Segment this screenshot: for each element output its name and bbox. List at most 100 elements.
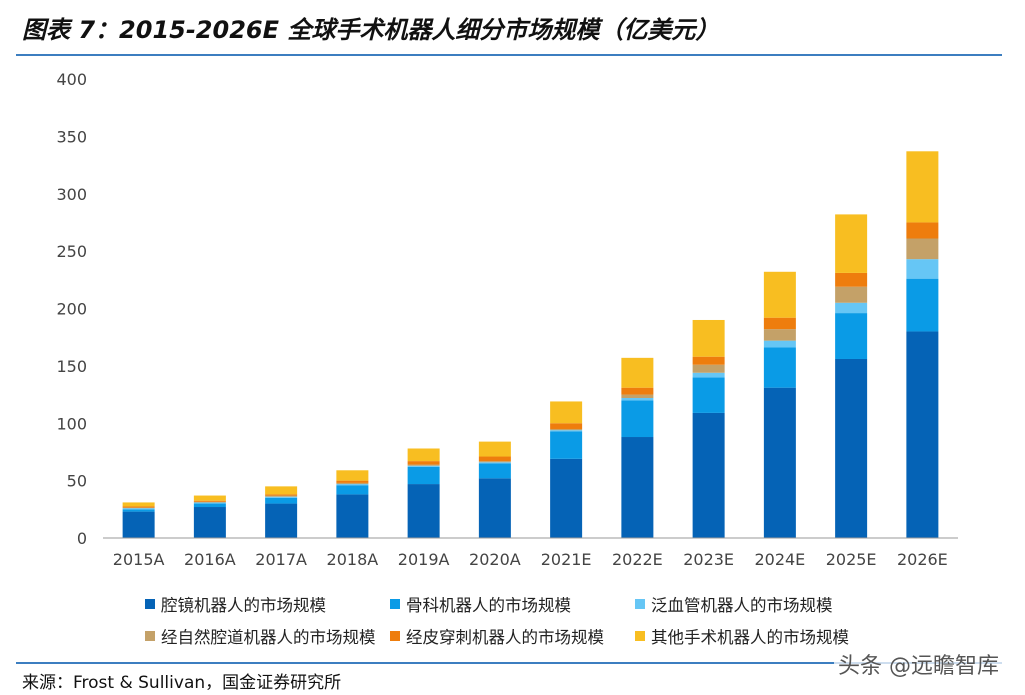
bar-segment bbox=[906, 259, 939, 279]
bar-segment bbox=[407, 484, 440, 538]
y-tick-label: 150 bbox=[56, 357, 87, 376]
legend-item-percutaneous: 经皮穿刺机器人的市场规模 bbox=[390, 624, 635, 648]
bar-segment bbox=[407, 448, 440, 462]
bar-segment bbox=[122, 511, 155, 538]
bar-segment bbox=[692, 412, 725, 538]
bar-segment bbox=[692, 364, 725, 373]
legend-item-laparoscopic: 腔镜机器人的市场规模 bbox=[145, 592, 390, 616]
x-tick-label: 2015A bbox=[113, 550, 165, 569]
bar-segment bbox=[407, 461, 440, 465]
x-tick-label: 2023E bbox=[683, 550, 734, 569]
bar-segment bbox=[193, 507, 226, 538]
legend-item-other: 其他手术机器人的市场规模 bbox=[635, 624, 849, 648]
y-tick-label: 100 bbox=[56, 414, 87, 433]
bar-segment bbox=[621, 394, 654, 399]
bar-segment bbox=[763, 387, 796, 538]
legend-row-2: 经自然腔道机器人的市场规模 经皮穿刺机器人的市场规模 其他手术机器人的市场规模 bbox=[145, 620, 905, 652]
legend-item-vascular: 泛血管机器人的市场规模 bbox=[635, 592, 833, 616]
bar-segment bbox=[193, 495, 226, 501]
bar-segment bbox=[692, 377, 725, 413]
bar-segment bbox=[265, 494, 298, 496]
bar-segment bbox=[835, 313, 868, 359]
y-tick-label: 300 bbox=[56, 185, 87, 204]
y-tick-label: 400 bbox=[56, 70, 87, 89]
bar-segment bbox=[906, 331, 939, 538]
footer-divider bbox=[16, 662, 1002, 664]
bar-segment bbox=[550, 458, 583, 538]
x-tick-label: 2019A bbox=[398, 550, 450, 569]
legend-label-other: 其他手术机器人的市场规模 bbox=[651, 628, 849, 647]
y-tick-label: 350 bbox=[56, 127, 87, 146]
bar-segment bbox=[122, 508, 155, 510]
bar-segment bbox=[550, 431, 583, 459]
bar-segment bbox=[122, 509, 155, 512]
legend-label-vascular: 泛血管机器人的市场规模 bbox=[651, 596, 833, 615]
y-tick-label: 0 bbox=[77, 529, 87, 548]
bar-segment bbox=[835, 358, 868, 538]
bar-segment bbox=[407, 464, 440, 466]
bar-segment bbox=[478, 462, 511, 464]
bar-segment bbox=[265, 503, 298, 538]
bar-segment bbox=[906, 278, 939, 332]
x-tick-label: 2020A bbox=[469, 550, 521, 569]
bar-segment bbox=[692, 372, 725, 378]
bar-segment bbox=[621, 398, 654, 401]
bar-segment bbox=[550, 428, 583, 431]
bar-segment bbox=[835, 302, 868, 314]
legend-item-natural-orifice: 经自然腔道机器人的市场规模 bbox=[145, 624, 390, 648]
x-tick-label: 2021E bbox=[541, 550, 592, 569]
bar-segment bbox=[122, 506, 155, 508]
x-tick-label: 2026E bbox=[897, 550, 948, 569]
bar-segment bbox=[265, 497, 298, 504]
x-tick-label: 2018A bbox=[327, 550, 379, 569]
legend-swatch-orthopedic bbox=[390, 599, 400, 609]
y-tick-label: 250 bbox=[56, 242, 87, 261]
bar-segment bbox=[763, 329, 796, 341]
bar-segment bbox=[621, 357, 654, 388]
bar-segment bbox=[407, 466, 440, 485]
bar-segment bbox=[621, 387, 654, 395]
legend-label-natural-orifice: 经自然腔道机器人的市场规模 bbox=[161, 628, 376, 647]
bar-segment bbox=[692, 319, 725, 357]
x-tick-label: 2017A bbox=[255, 550, 307, 569]
bar-segment bbox=[478, 441, 511, 457]
x-tick-label: 2024E bbox=[754, 550, 805, 569]
bar-segment bbox=[621, 437, 654, 538]
bar-segment bbox=[265, 495, 298, 497]
x-tick-label: 2025E bbox=[826, 550, 877, 569]
bar-segment bbox=[763, 271, 796, 318]
bar-segment bbox=[763, 347, 796, 388]
legend-label-laparoscopic: 腔镜机器人的市场规模 bbox=[161, 596, 326, 615]
bar-segment bbox=[122, 507, 155, 509]
legend: 腔镜机器人的市场规模 骨科机器人的市场规模 泛血管机器人的市场规模 经自然腔道机… bbox=[145, 588, 905, 652]
bar-segment bbox=[550, 430, 583, 432]
bar-segment bbox=[193, 500, 226, 502]
bar-segment bbox=[336, 484, 369, 486]
bar-segment bbox=[906, 151, 939, 223]
bar-segment bbox=[122, 502, 155, 507]
source-note: 来源：Frost & Sullivan，国金证券研究所 bbox=[22, 673, 342, 693]
x-tick-label: 2016A bbox=[184, 550, 236, 569]
legend-swatch-percutaneous bbox=[390, 631, 400, 641]
stacked-bar-chart: 0 50 100 150 200 250 300 350 400 2015A 2016A 2017A… bbox=[56, 70, 958, 569]
title-divider bbox=[16, 54, 1002, 56]
bar-segment bbox=[906, 222, 939, 239]
y-tick-label: 50 bbox=[67, 472, 87, 491]
bar-segment bbox=[336, 485, 369, 495]
watermark: 头条 @远瞻智库 bbox=[834, 648, 1003, 680]
bar-segment bbox=[407, 465, 440, 467]
bar-segment bbox=[763, 340, 796, 348]
chart-title: 图表 7：2015-2026E 全球手术机器人细分市场规模（亿美元） bbox=[22, 16, 720, 44]
bar-segment bbox=[193, 501, 226, 503]
legend-swatch-natural-orifice bbox=[145, 631, 155, 641]
bar-segment bbox=[336, 482, 369, 485]
legend-row-1: 腔镜机器人的市场规模 骨科机器人的市场规模 泛血管机器人的市场规模 bbox=[145, 588, 905, 620]
bar-segment bbox=[478, 463, 511, 479]
bar-segment bbox=[193, 503, 226, 508]
bars bbox=[122, 151, 939, 538]
bar-segment bbox=[835, 272, 868, 287]
legend-swatch-laparoscopic bbox=[145, 599, 155, 609]
bar-segment bbox=[265, 486, 298, 495]
bar-segment bbox=[906, 238, 939, 260]
y-tick-label: 200 bbox=[56, 300, 87, 319]
